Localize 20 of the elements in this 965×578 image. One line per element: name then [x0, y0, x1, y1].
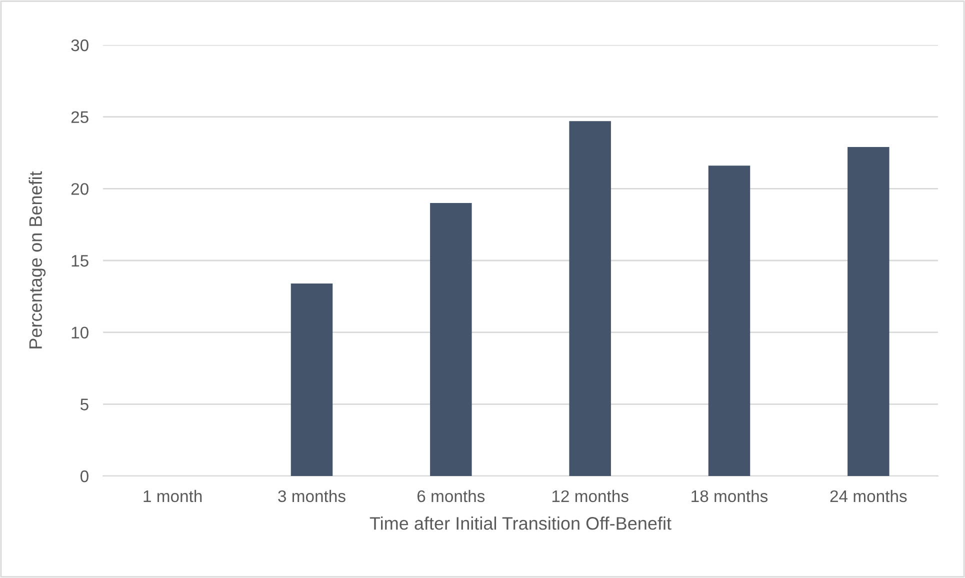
bar — [569, 121, 611, 476]
y-tick-label: 25 — [71, 111, 88, 124]
y-tick-label: 15 — [72, 255, 88, 267]
y-tick-label: 20 — [71, 183, 88, 195]
bar — [848, 147, 890, 476]
x-tick-label: 6 months — [417, 490, 485, 502]
x-axis-title: Time after Initial Transition Off-Benefit — [370, 516, 672, 530]
x-tick-label: 3 months — [278, 490, 346, 502]
x-tick-label: 1 month — [144, 490, 202, 502]
x-tick-label: 12 months — [552, 490, 628, 502]
y-tick-label: 10 — [72, 326, 88, 339]
bar — [708, 166, 750, 476]
y-axis-title: Percentage on Benefit — [28, 171, 46, 348]
y-tick-label: 5 — [80, 398, 88, 410]
y-tick-label: 30 — [71, 39, 88, 52]
x-tick-label: 24 months — [830, 490, 907, 502]
y-tick-label: 0 — [80, 470, 88, 482]
bar — [290, 283, 333, 476]
bar — [430, 203, 472, 476]
x-tick-label: 18 months — [692, 490, 768, 502]
